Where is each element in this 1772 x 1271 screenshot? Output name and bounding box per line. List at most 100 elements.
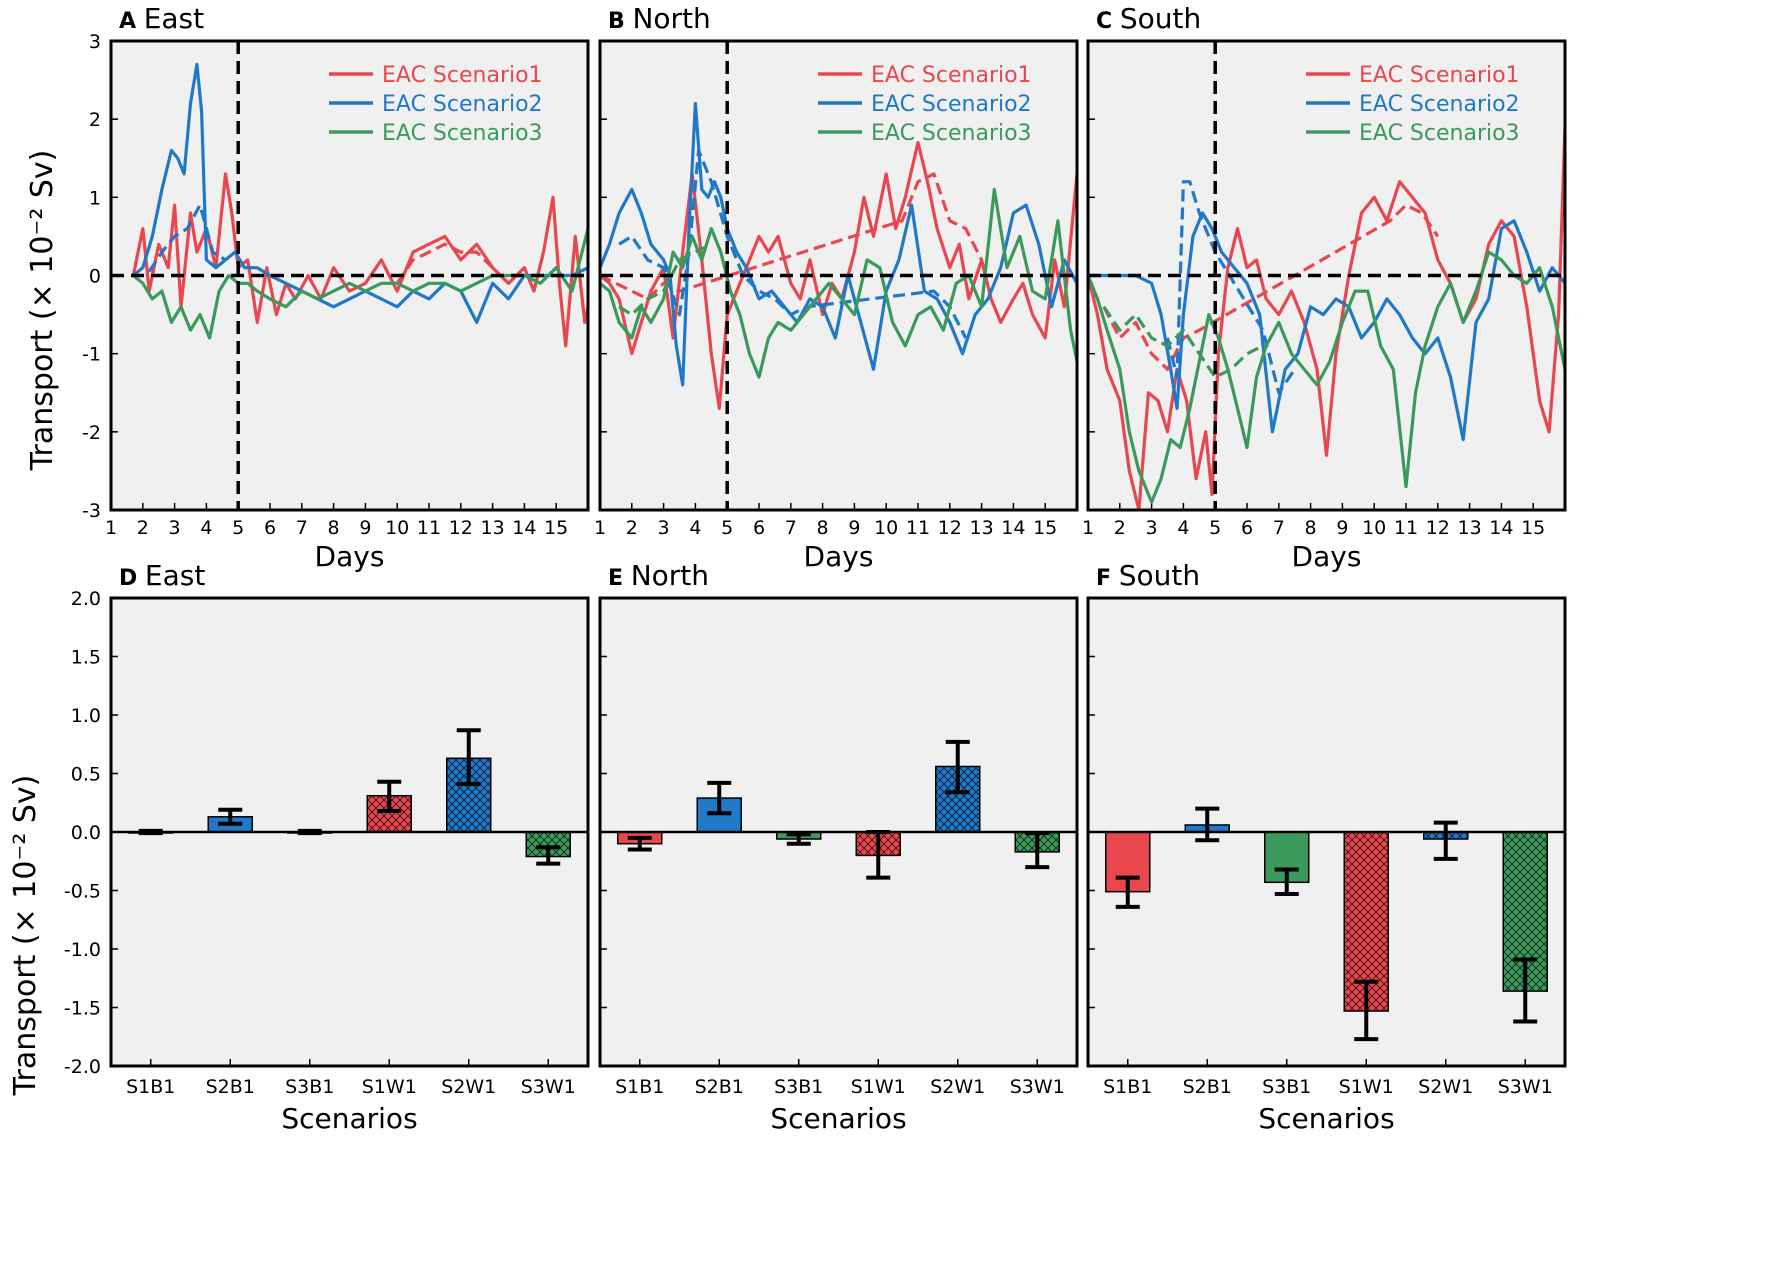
x-tick-label: 15: [1033, 517, 1057, 539]
x-tick-label: 15: [544, 517, 568, 539]
x-axis-label: Scenarios: [281, 1102, 417, 1135]
x-tick-label: 4: [200, 517, 212, 539]
legend-label: EAC Scenario2: [871, 92, 1032, 117]
y-tick-label: -1: [82, 344, 101, 366]
legend-label: EAC Scenario3: [382, 121, 543, 146]
x-tick-label: 7: [1273, 517, 1285, 539]
legend-label: EAC Scenario1: [871, 63, 1032, 88]
panel-title: C South: [1096, 2, 1201, 35]
panel-letter: D: [119, 566, 145, 591]
legend-label: EAC Scenario2: [382, 92, 543, 117]
y-tick-label: -1.5: [64, 998, 101, 1020]
x-tick-label: 3: [169, 517, 181, 539]
panel-title-text: North: [632, 2, 710, 35]
panel-letter: E: [608, 566, 631, 591]
x-tick-label: 13: [481, 517, 505, 539]
panel-letter: F: [1096, 566, 1119, 591]
x-axis-label: Days: [315, 540, 385, 573]
panel-letter: B: [608, 9, 632, 34]
series-line-scenario2: [1088, 211, 1565, 442]
x-tick-label: 13: [970, 517, 994, 539]
legend-label: EAC Scenario3: [1359, 121, 1520, 146]
panel-title: E North: [608, 559, 709, 592]
x-tick-label: S3B1: [1262, 1076, 1311, 1098]
x-tick-label: 13: [1458, 517, 1482, 539]
plot-frame: [109, 39, 590, 512]
panel-letter: C: [1096, 9, 1120, 34]
x-tick-label: 12: [1426, 517, 1450, 539]
series-line-scenario1: [600, 141, 1077, 410]
x-tick-label: 10: [1362, 517, 1386, 539]
panel-title-text: North: [631, 559, 709, 592]
x-axis-label: Scenarios: [1258, 1102, 1394, 1135]
legend-label: EAC Scenario1: [382, 63, 543, 88]
panel-title-text: South: [1120, 2, 1201, 35]
y-tick-label: 1.0: [71, 705, 101, 727]
legend: EAC Scenario1 EAC Scenario2 EAC Scenario3: [818, 63, 1032, 146]
x-tick-label: 14: [1001, 517, 1025, 539]
x-tick-label: S3W1: [1498, 1076, 1553, 1098]
series-group: [1088, 126, 1565, 510]
plot-frame: [109, 596, 590, 1068]
x-tick-label: 11: [417, 517, 441, 539]
x-tick-label: S1W1: [362, 1076, 417, 1098]
x-tick-label: 1: [594, 517, 606, 539]
panel-title-text: East: [144, 2, 204, 35]
y-tick-label: 0.5: [71, 764, 101, 786]
x-tick-label: S2W1: [1418, 1076, 1473, 1098]
y-tick-label: -2: [82, 422, 101, 444]
x-tick-label: 10: [874, 517, 898, 539]
panel-title: D East: [119, 559, 205, 592]
x-tick-label: 12: [938, 517, 962, 539]
x-tick-label: S2B1: [206, 1076, 255, 1098]
series-line-scenario2-dashed: [618, 148, 968, 339]
x-tick-label: 2: [1114, 517, 1126, 539]
x-tick-label: 8: [1305, 517, 1317, 539]
panel-d: D East -2.0 -1.5 -1.0 -0.5 0.0 0.5 1.0 1.5 2.0 S1B…: [64, 559, 590, 1135]
x-tick-label: 5: [232, 517, 244, 539]
panel-letter: A: [119, 9, 144, 34]
y-tick-label: -2.0: [64, 1056, 101, 1078]
series-line-scenario2-dashed: [1165, 180, 1297, 395]
y-tick-label: 1: [89, 187, 101, 209]
y-tick-label: 0: [89, 266, 101, 288]
x-tick-label: 4: [1177, 517, 1189, 539]
x-tick-label: 11: [906, 517, 930, 539]
x-tick-label: 9: [1336, 517, 1348, 539]
panel-title: A East: [119, 2, 204, 35]
legend-label: EAC Scenario3: [871, 121, 1032, 146]
series-group: [600, 101, 1077, 410]
plot-frame: [598, 39, 1079, 512]
y-tick-label: 2: [89, 109, 101, 131]
x-axis-label: Days: [1292, 540, 1362, 573]
x-tick-label: 8: [817, 517, 829, 539]
x-tick-label: S1W1: [851, 1076, 906, 1098]
plot-frame: [1086, 39, 1567, 512]
x-tick-label: 12: [449, 517, 473, 539]
y-tick-label: -0.5: [64, 881, 101, 903]
legend: EAC Scenario1 EAC Scenario2 EAC Scenario3: [1306, 63, 1520, 146]
series-line-scenario3: [1088, 250, 1565, 504]
x-tick-label: 5: [1209, 517, 1221, 539]
x-tick-label: 6: [1241, 517, 1253, 539]
panel-title: B North: [608, 2, 711, 35]
y-tick-label: 3: [89, 31, 101, 53]
x-tick-label: 14: [1489, 517, 1513, 539]
x-tick-label: 10: [385, 517, 409, 539]
x-tick-label: 3: [658, 517, 670, 539]
x-tick-label: 2: [137, 517, 149, 539]
bottom-row-ylabel: Transport (× 10⁻² Sv): [8, 775, 43, 1097]
series-line-scenario1-dashed: [600, 172, 984, 301]
x-tick-label: 3: [1146, 517, 1158, 539]
panel-title-text: East: [145, 559, 205, 592]
x-tick-label: 5: [721, 517, 733, 539]
x-tick-label: 6: [264, 517, 276, 539]
series-line-scenario3-dashed: [618, 242, 713, 317]
plot-frame: [1086, 596, 1567, 1068]
x-tick-label: 1: [105, 517, 117, 539]
x-tick-label: 15: [1521, 517, 1545, 539]
x-tick-label: 7: [785, 517, 797, 539]
series-line-scenario2-dashed: [147, 203, 227, 273]
